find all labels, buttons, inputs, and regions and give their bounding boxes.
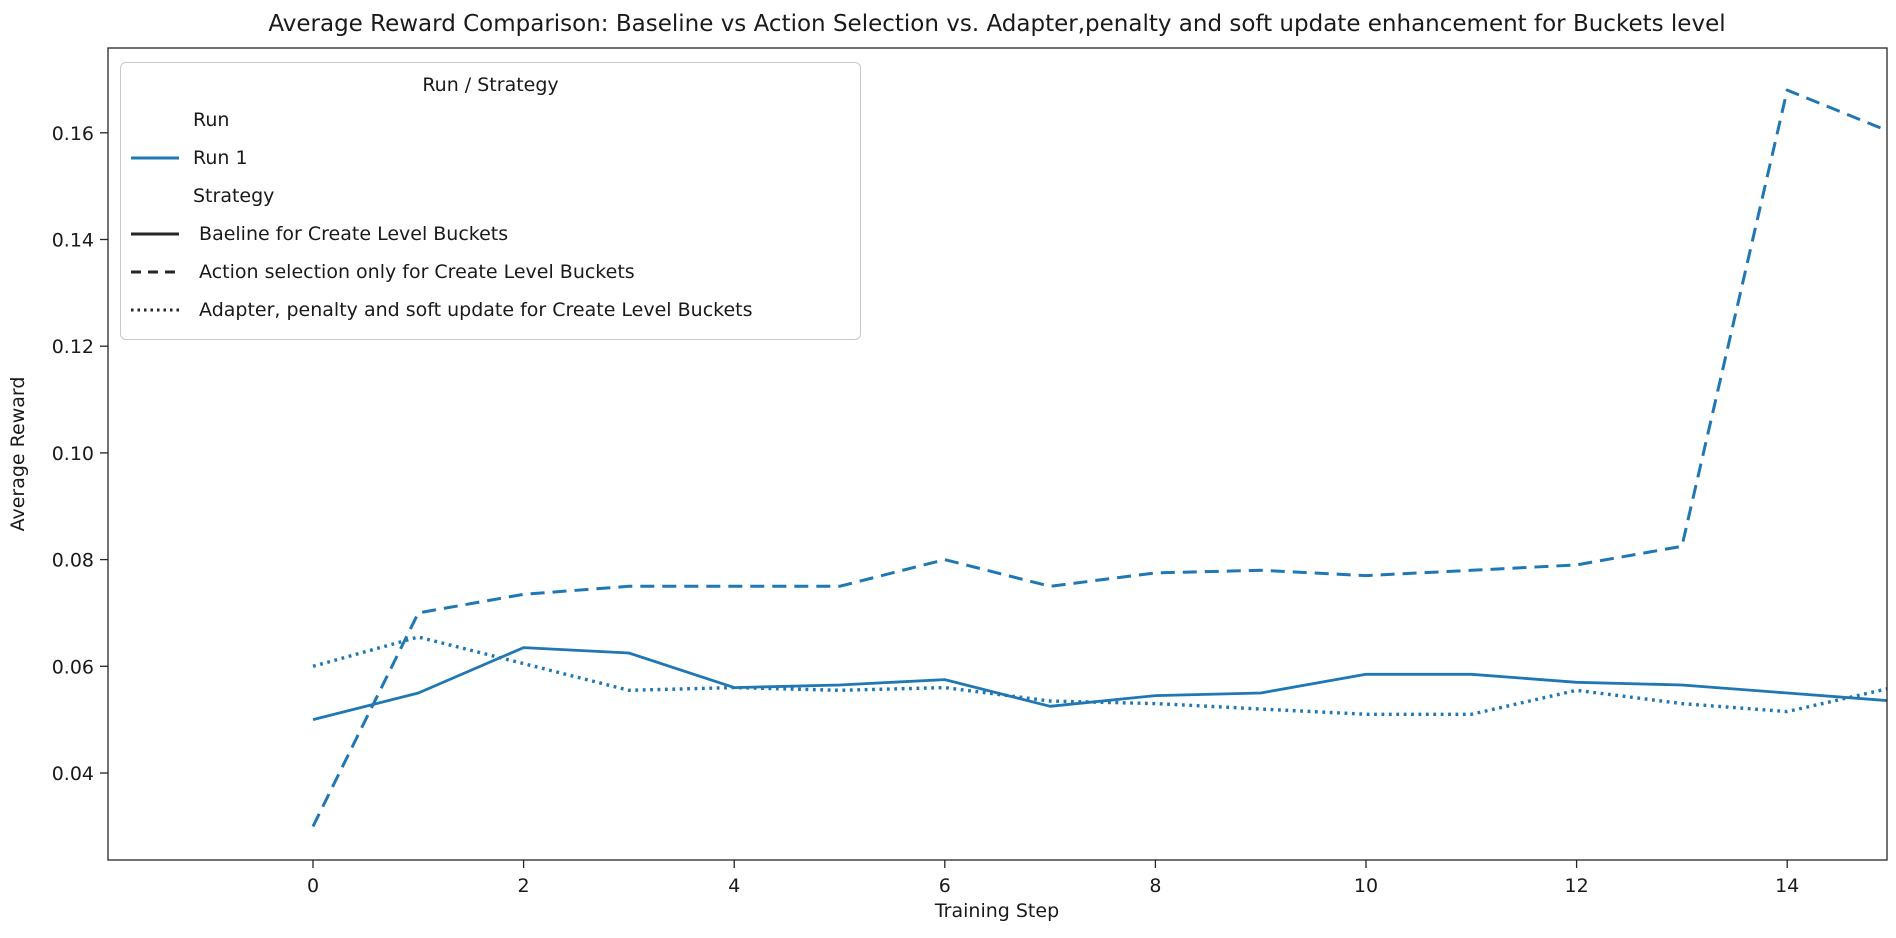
legend-item-label: Baeline for Create Level Buckets (193, 223, 509, 245)
x-tick-label: 0 (307, 875, 319, 897)
line-dashed (311, 88, 1887, 828)
legend-item-baseline: Baeline for Create Level Buckets (121, 215, 860, 253)
legend-handle-solid-line-icon (131, 230, 179, 238)
x-tick-label: 8 (1149, 875, 1161, 897)
plot-frame (107, 47, 1888, 861)
legend-item-label: Adapter, penalty and soft update for Cre… (193, 299, 753, 321)
line-dotted (312, 635, 1887, 716)
legend-item-label: Action selection only for Create Level B… (193, 261, 635, 283)
y-tick-label: 0.06 (52, 656, 94, 678)
x-tick-label: 4 (728, 875, 740, 897)
legend-item-adapter: Adapter, penalty and soft update for Cre… (121, 291, 860, 329)
legend-item-run-1: Run 1 (121, 139, 860, 177)
x-tick-label: 12 (1565, 875, 1589, 897)
legend-item-action-selection: Action selection only for Create Level B… (121, 253, 860, 291)
line-solid (312, 646, 1887, 721)
y-tick-label: 0.12 (52, 336, 94, 358)
legend-handle-dashed-line-icon (131, 268, 179, 276)
legend-item-label: Run 1 (193, 147, 248, 169)
y-tick-label: 0.08 (52, 550, 94, 572)
legend-run-header: Run (193, 109, 230, 131)
legend-group-strategy: Strategy (121, 177, 860, 215)
x-tick-label: 14 (1775, 875, 1799, 897)
x-tick-label: 6 (939, 875, 951, 897)
legend-strategy-header: Strategy (193, 185, 275, 207)
x-tick-label: 2 (518, 875, 530, 897)
y-tick-label: 0.14 (52, 230, 94, 252)
x-tick-label: 10 (1354, 875, 1378, 897)
y-tick-label: 0.10 (52, 443, 94, 465)
y-tick-label: 0.04 (52, 763, 94, 785)
y-axis-label: Average Reward (7, 377, 29, 532)
legend-group-run: Run (121, 101, 860, 139)
y-tick-label: 0.16 (52, 123, 94, 145)
legend: Run / Strategy Run Run 1 Strategy Baelin… (120, 62, 861, 340)
x-axis-label: Training Step (934, 900, 1059, 922)
legend-handle-run1-solid-icon (131, 154, 179, 162)
legend-handle-dotted-line-icon (131, 306, 179, 314)
legend-title: Run / Strategy (422, 74, 559, 96)
chart-title: Average Reward Comparison: Baseline vs A… (268, 11, 1725, 37)
